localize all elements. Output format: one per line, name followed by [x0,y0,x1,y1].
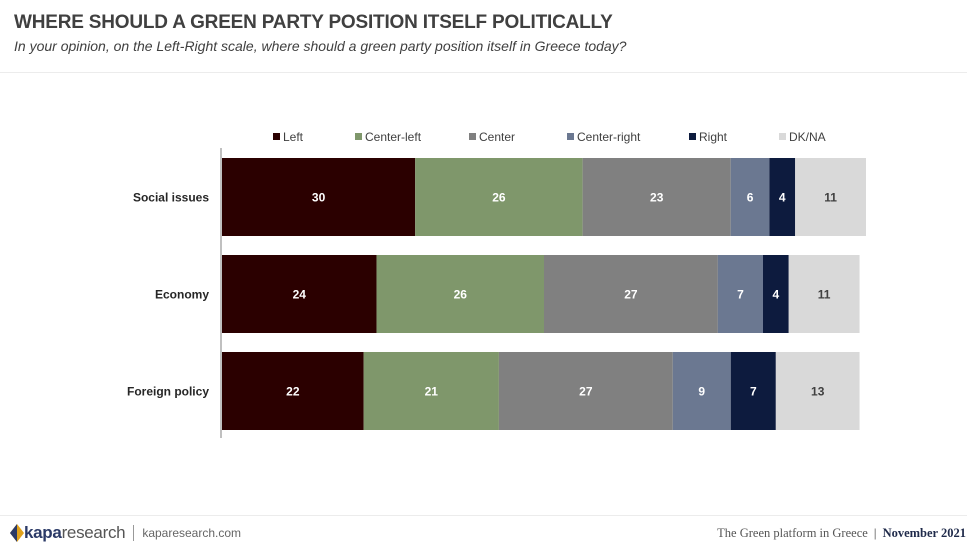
bar-0-5 [795,158,866,236]
bar-0-2 [582,158,731,236]
data-label-2-3: 9 [698,385,705,399]
page-subtitle: In your opinion, on the Left-Right scale… [14,38,627,54]
footer-pipe: | [873,526,877,540]
logo-mark-icon [10,524,24,542]
data-label-1-0: 24 [293,288,307,302]
bar-1-4 [762,255,789,333]
data-label-0-5: 11 [824,191,837,205]
logo-wordmark-bold: kapa [24,523,62,542]
bar-2-3 [672,352,731,430]
legend-swatch-0 [273,133,280,140]
legend-swatch-1 [355,133,362,140]
footer-separator-line [133,525,135,541]
data-label-0-4: 4 [779,191,786,205]
chart-bars: 30 26 23 6 4 11 24 26 27 7 4 11 22 21 27 9 7 13 [222,158,866,430]
legend-label-0: Left [283,130,304,144]
data-label-2-1: 21 [425,385,439,399]
page-title: WHERE SHOULD A GREEN PARTY POSITION ITSE… [14,12,613,33]
bar-0-4 [769,158,796,236]
kapa-research-logo: kaparesearch [10,523,126,543]
data-label-1-4: 4 [772,288,779,302]
data-label-1-1: 26 [454,288,468,302]
data-label-2-4: 7 [750,385,757,399]
bar-0-3 [730,158,770,236]
legend-swatch-3 [567,133,574,140]
legend-label-2: Center [479,130,515,144]
bar-0-1 [415,158,583,236]
website-text: kaparesearch.com [142,526,242,540]
data-label-2-0: 22 [286,385,300,399]
bar-0-0 [222,158,416,236]
legend-swatch-4 [689,133,696,140]
data-label-1-3: 7 [737,288,744,302]
bar-1-0 [222,255,377,333]
category-label-0: Social issues [133,191,209,205]
data-label-1-2: 27 [624,288,638,302]
bar-2-4 [730,352,776,430]
category-labels: Social issues Economy Foreign policy [127,191,209,399]
bar-2-1 [363,352,499,430]
bar-1-5 [788,255,860,333]
data-label-0-1: 26 [492,191,506,205]
data-label-0-0: 30 [312,191,326,205]
logo-wordmark: kaparesearch [24,523,126,543]
report-date: November 2021 [882,526,966,540]
bar-1-3 [717,255,763,333]
legend-label-1: Center-left [365,130,422,144]
data-label-1-5: 11 [818,288,831,302]
top-divider [0,72,967,73]
chart-legend: Left Center-left Center Center-right Right DK… [273,130,826,144]
legend-swatch-5 [779,133,786,140]
bar-2-5 [775,352,860,430]
data-label-2-2: 27 [579,385,593,399]
legend-swatch-2 [469,133,476,140]
data-label-0-3: 6 [747,191,754,205]
bottom-divider [0,515,967,516]
footer-report-info: The Green platform in Greece | November … [717,526,966,541]
bar-1-2 [544,255,718,333]
footer-brand: kaparesearch kaparesearch.com [10,522,241,544]
legend-label-3: Center-right [577,130,641,144]
legend-label-4: Right [699,130,728,144]
category-label-1: Economy [155,288,209,302]
bar-2-2 [498,352,673,430]
data-label-0-2: 23 [650,191,664,205]
category-label-2: Foreign policy [127,385,209,399]
bar-2-0 [222,352,364,430]
data-label-2-5: 13 [811,385,825,399]
legend-label-5: DK/NA [789,130,826,144]
bar-1-1 [376,255,544,333]
logo-wordmark-rest: research [61,523,126,542]
report-name: The Green platform in Greece [717,526,868,540]
